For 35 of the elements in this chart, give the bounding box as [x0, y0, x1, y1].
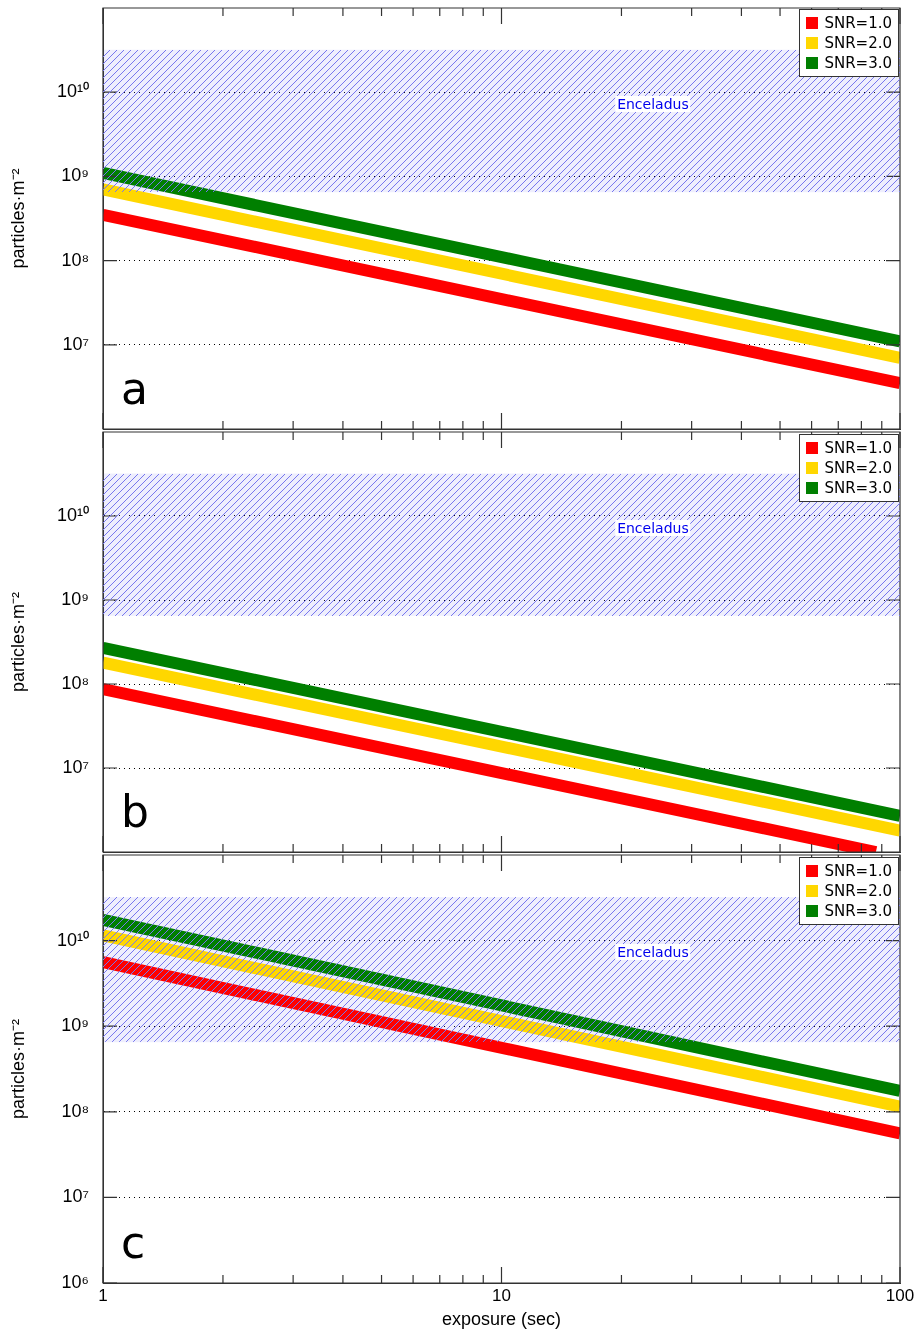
y-tick-label: 10⁷ [62, 333, 89, 354]
y-tick-label: 10¹⁰ [56, 81, 89, 102]
annotation: a [121, 363, 148, 415]
y-tick-label: 10⁸ [61, 1100, 89, 1121]
x-tick-label: 10 [492, 1285, 511, 1305]
legend-label: SNR=3.0 [824, 54, 892, 72]
x-tick-label: 100 [885, 1285, 915, 1305]
band-label: Enceladus [615, 944, 691, 961]
x-tick-label: 1 [98, 1285, 108, 1305]
legend-label: SNR=3.0 [824, 902, 892, 920]
legend-label: SNR=2.0 [824, 34, 892, 52]
legend-label: SNR=3.0 [824, 479, 892, 497]
y-tick-label: 10⁶ [61, 1271, 89, 1292]
y-tick-label: 10⁷ [62, 756, 89, 777]
legend-label: SNR=1.0 [824, 14, 892, 32]
band-label: Enceladus [615, 95, 691, 112]
annotation: b [121, 786, 149, 838]
y-tick-label: 10¹⁰ [56, 929, 89, 950]
annotation: c [121, 1217, 146, 1269]
y-tick-label: 10⁸ [61, 249, 89, 270]
y-tick-label: 10⁹ [61, 165, 89, 186]
y-axis-title: particles·m⁻² [7, 591, 28, 693]
legend-label: SNR=1.0 [824, 862, 892, 880]
y-tick-label: 10⁸ [61, 672, 89, 693]
y-tick-label: 10⁹ [61, 588, 89, 609]
y-axis-title: particles·m⁻² [7, 168, 28, 269]
legend-label: SNR=1.0 [824, 439, 892, 457]
band-label: Enceladus [615, 519, 691, 536]
y-axis-title: particles·m⁻² [7, 1018, 28, 1120]
y-tick-label: 10⁷ [62, 1186, 89, 1207]
legend-label: SNR=2.0 [824, 882, 892, 900]
legend-label: SNR=2.0 [824, 459, 892, 477]
y-tick-label: 10⁹ [61, 1015, 89, 1036]
y-tick-label: 10¹⁰ [56, 504, 89, 525]
x-axis-title: exposure (sec) [441, 1309, 562, 1330]
